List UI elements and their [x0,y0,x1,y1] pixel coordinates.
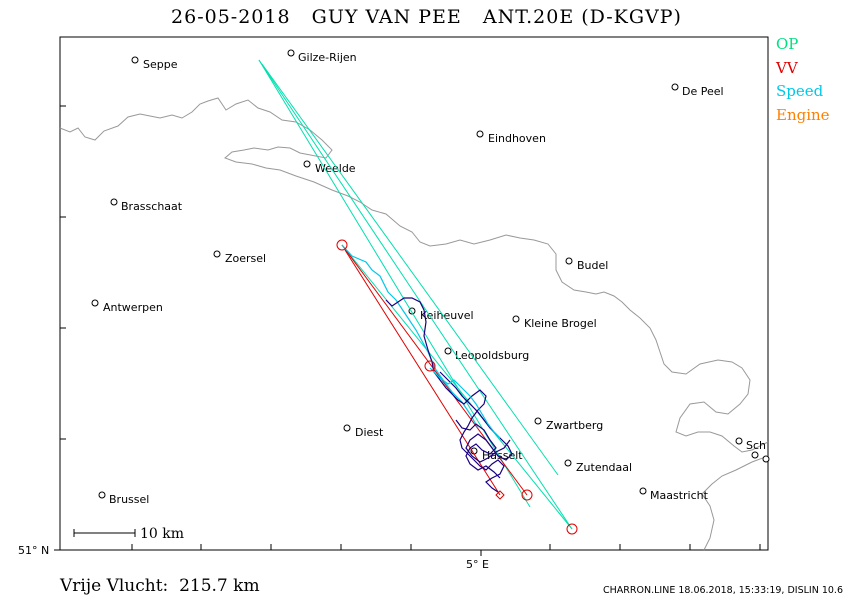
city-label: Maastricht [650,489,709,502]
city-marker [534,417,542,425]
city-marker [751,451,759,459]
turnpoint-marker [521,489,533,501]
vv-legs [341,244,528,496]
city-marker [131,56,139,64]
city-marker [91,299,99,307]
flight-length: Vrije Vlucht: 215.7 km [60,576,260,596]
turnpoint-marker [566,523,578,535]
city-label: Gilze-Rijen [298,51,357,64]
lon-label: 5° E [466,558,489,571]
city-marker [564,459,572,467]
legend: OP VV Speed Engine [776,33,830,127]
city-label: De Peel [682,85,724,98]
legend-speed: Speed [776,82,824,100]
city-label: Hasselt [482,449,523,462]
legend-engine: Engine [776,105,830,124]
city-label: Kleine Brogel [524,317,597,330]
straight-legs [258,59,573,530]
city-label: Leopoldsburg [455,349,529,362]
city-labels: Seppe Gilze-Rijen De Peel Eindhoven Weel… [103,51,766,506]
city-label: Eindhoven [488,132,546,145]
city-label: Brussel [109,493,149,506]
city-marker [343,424,351,432]
city-label: Zutendaal [576,461,632,474]
scale-label: 10 km [140,526,184,542]
footer-credit: CHARRON.LINE 18.06.2018, 15:33:19, DISLI… [603,585,843,596]
city-marker [512,315,520,323]
city-marker [303,160,311,168]
legend-op: OP [776,35,799,53]
turnpoint-marker [336,239,348,251]
left-ticks [54,105,66,551]
city-label: Diest [355,426,384,439]
map-title: 26-05-2018 GUY VAN PEE ANT.20E (D-KGVP) [171,6,682,28]
bottom-ticks [131,544,761,556]
city-label: Seppe [143,58,178,71]
city-marker [98,491,106,499]
city-marker [213,250,221,258]
turnpoint-marker [495,490,505,500]
city-label: Sch [746,439,766,452]
city-marker [444,347,452,355]
city-marker [762,455,770,463]
flight-track [341,244,513,493]
city-label: Weelde [315,162,356,175]
city-label: Zoersel [225,252,266,265]
city-label: Keiheuvel [420,309,474,322]
city-label: Zwartberg [546,419,603,432]
lat-label: 51° N [18,544,49,557]
city-marker [565,257,573,265]
city-label: Brasschaat [121,200,183,213]
turnpoint-marker [424,360,436,372]
city-marker [110,198,118,206]
cities [91,49,770,499]
scale-bar [73,529,136,537]
border-south [701,455,769,551]
city-label: Budel [577,259,608,272]
city-marker [639,487,647,495]
map-frame [59,36,769,551]
turnpoints [336,239,578,535]
city-marker [671,83,679,91]
legend-vv: VV [776,58,798,77]
country-border [59,97,769,453]
city-marker [476,130,484,138]
city-marker [287,49,295,57]
city-marker [735,437,743,445]
city-label: Antwerpen [103,301,163,314]
